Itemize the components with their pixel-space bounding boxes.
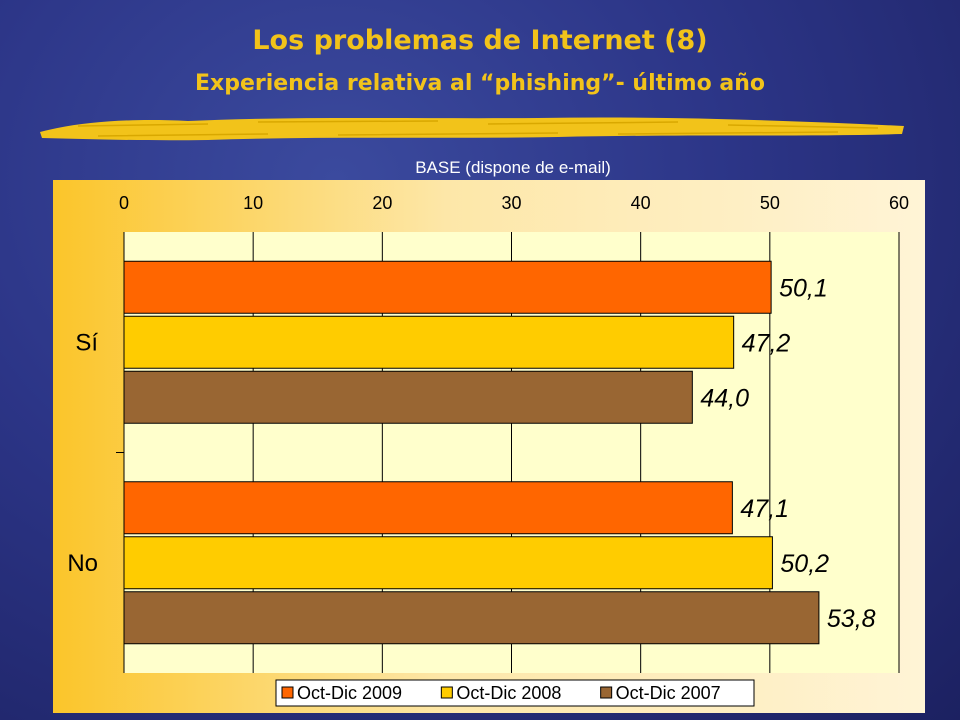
bar — [123, 370, 693, 424]
x-tick-label: 10 — [243, 193, 263, 213]
legend-swatch — [600, 686, 613, 699]
x-tick-label: 30 — [501, 193, 521, 213]
slide-subtitle: Experiencia relativa al “phishing”- últi… — [194, 71, 765, 96]
category-label: No — [67, 550, 98, 577]
legend-label: Oct-Dic 2007 — [616, 683, 721, 703]
bar-chart: 0 10 20 30 40 50 60 Sí 50,1 47,2 44,0 No 47,1 50,2 53,… — [67, 193, 909, 707]
x-tick-label: 50 — [760, 193, 780, 213]
brush-stroke-divider — [40, 117, 904, 141]
x-tick-label: 40 — [631, 193, 651, 213]
data-label: 44,0 — [700, 384, 749, 412]
bar — [123, 260, 772, 314]
x-tick-label: 60 — [889, 193, 909, 213]
data-label: 47,1 — [740, 495, 789, 523]
category-label: Sí — [75, 329, 98, 356]
bar — [123, 315, 735, 369]
data-label: 50,2 — [780, 550, 829, 578]
chart-panel: 0 10 20 30 40 50 60 Sí 50,1 47,2 44,0 No 47,1 50,2 53,… — [53, 180, 925, 713]
x-tick-label: 20 — [372, 193, 392, 213]
data-label: 53,8 — [827, 605, 876, 633]
x-tick-label: 0 — [119, 193, 129, 213]
data-label: 47,2 — [742, 329, 791, 357]
bar — [123, 481, 733, 535]
base-label: BASE (dispone de e-mail) — [415, 158, 611, 177]
legend-box — [275, 679, 755, 707]
legend-swatch — [281, 686, 294, 699]
bar — [123, 591, 820, 645]
bar — [123, 536, 773, 590]
slide-title: Los problemas de Internet (8) — [252, 25, 708, 56]
legend-swatch — [440, 686, 453, 699]
legend-label: Oct-Dic 2008 — [456, 683, 561, 703]
legend-label: Oct-Dic 2009 — [297, 683, 402, 703]
data-label: 50,1 — [779, 274, 828, 302]
